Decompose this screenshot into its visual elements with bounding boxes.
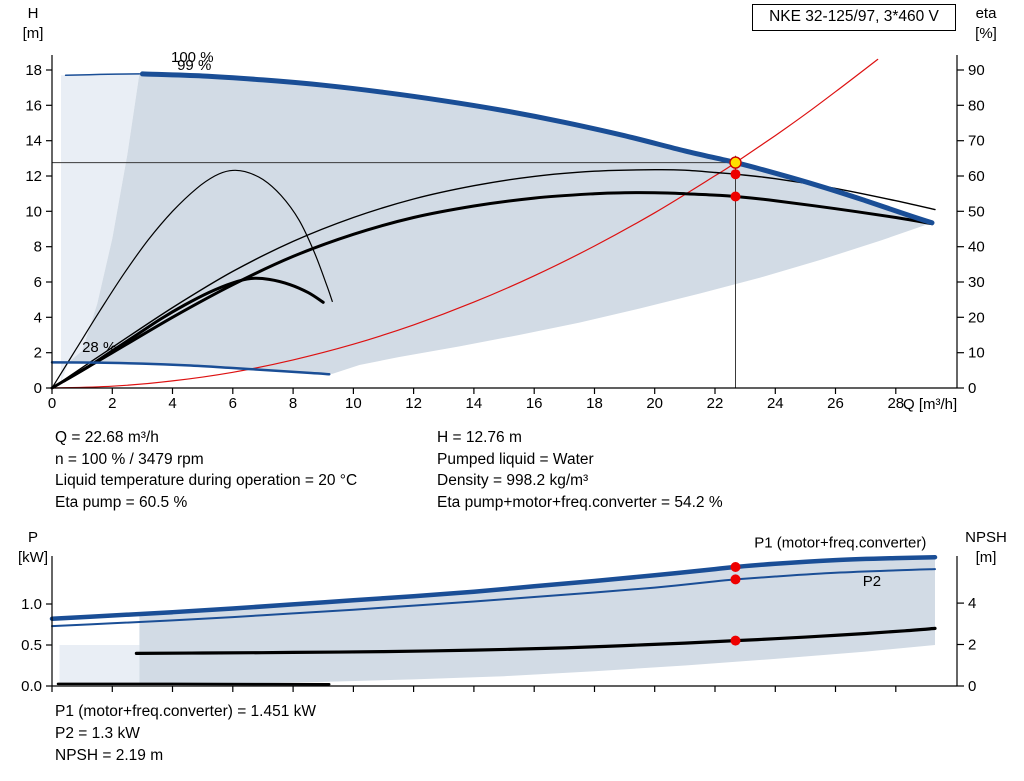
pump-model-title: NKE 32-125/97, 3*460 V bbox=[752, 4, 956, 31]
power-npsh-info: P1 (motor+freq.converter) = 1.451 kW P2 … bbox=[55, 701, 316, 767]
info-eta-pump: Eta pump = 60.5 % bbox=[55, 493, 188, 511]
info-eta-total: Eta pump+motor+freq.converter = 54.2 % bbox=[437, 493, 723, 511]
y-tick-label-right: 0 bbox=[968, 380, 976, 397]
x-tick-label: 6 bbox=[229, 395, 237, 412]
info-flow: Q = 22.68 m³/h bbox=[55, 429, 159, 446]
y-tick-label-right: 2 bbox=[968, 637, 976, 654]
power-low-speed-region bbox=[59, 645, 140, 685]
p2-curve-label: P2 bbox=[863, 573, 881, 590]
y_right-axis-unit: [m] bbox=[976, 549, 997, 566]
y-tick-label-right: 40 bbox=[968, 239, 985, 256]
y-tick-label-left: 2 bbox=[34, 345, 42, 362]
system-curve bbox=[51, 58, 879, 389]
y-tick-label-right: 0 bbox=[968, 678, 976, 695]
x-tick-label: 28 bbox=[887, 395, 904, 412]
info-density: Density = 998.2 kg/m³ bbox=[437, 472, 589, 489]
info-p1: P1 (motor+freq.converter) = 1.451 kW bbox=[55, 703, 317, 720]
y_right-axis-unit: [%] bbox=[975, 25, 997, 42]
y-tick-label-left: 14 bbox=[25, 133, 42, 150]
x-tick-label: 0 bbox=[48, 395, 56, 412]
power-operating-envelope bbox=[139, 557, 935, 685]
x-tick-label: 22 bbox=[707, 395, 724, 412]
y-tick-label-left: 18 bbox=[25, 62, 42, 79]
y_left-axis-title: P bbox=[28, 529, 38, 546]
speed-label-28: 28 % bbox=[82, 339, 116, 356]
x-tick-label: 14 bbox=[466, 395, 483, 412]
x-tick-label: 24 bbox=[767, 395, 784, 412]
power-npsh-chart: 0.0 0.5 1.0 0 2 4 P [kW] NPSH [m] P1 (motor+freq.c… bbox=[18, 529, 1007, 695]
y_left-axis-unit: [kW] bbox=[18, 549, 48, 566]
y-tick-label-right: 4 bbox=[968, 595, 976, 612]
y-tick-label-left: 16 bbox=[25, 97, 42, 114]
duty-info-left-column: Q = 22.68 m³/h n = 100 % / 3479 rpm Liqu… bbox=[55, 427, 437, 513]
x-tick-label: 12 bbox=[405, 395, 422, 412]
eta-total-point bbox=[730, 191, 741, 202]
speed-label-99: 99 % bbox=[177, 57, 211, 74]
low-speed-region bbox=[61, 73, 140, 383]
eta-total-curve bbox=[50, 191, 934, 390]
p1-curve bbox=[49, 554, 938, 621]
eta-pump-point bbox=[730, 169, 741, 180]
y-tick-label-right: 70 bbox=[968, 133, 985, 150]
eta-reduced-speed-curve bbox=[51, 169, 333, 389]
y-tick-label-right: 10 bbox=[968, 345, 985, 362]
info-head: H = 12.76 m bbox=[437, 429, 522, 446]
x-tick-label: 2 bbox=[108, 395, 116, 412]
head-curve-100pct bbox=[139, 71, 935, 226]
x-tick-label: 8 bbox=[289, 395, 297, 412]
info-speed: n = 100 % / 3479 rpm bbox=[55, 450, 204, 468]
y-tick-label-right: 80 bbox=[968, 97, 985, 114]
p2-curve bbox=[51, 568, 936, 628]
x-axis-title: Q [m³/h] bbox=[903, 396, 957, 413]
y-tick-label-left: 12 bbox=[25, 168, 42, 185]
y-tick-label-right: 90 bbox=[968, 62, 985, 79]
eta-total-reduced-speed-curve bbox=[62, 276, 325, 383]
duty-point-info: Q = 22.68 m³/h n = 100 % / 3479 rpm Liqu… bbox=[55, 427, 723, 513]
duty-point bbox=[729, 156, 742, 169]
info-p2: P2 = 1.3 kW bbox=[55, 725, 140, 742]
x-tick-label: 20 bbox=[646, 395, 663, 412]
y-tick-label-left: 1.0 bbox=[21, 596, 42, 613]
info-npsh: NPSH = 2.19 m bbox=[55, 747, 164, 764]
y_left-axis-unit: [m] bbox=[23, 25, 44, 42]
head-curve-28pct bbox=[50, 361, 331, 376]
y-tick-label-right: 50 bbox=[968, 203, 985, 220]
p1-point bbox=[730, 562, 741, 572]
duty-info-right-column: H = 12.76 m Pumped liquid = Water Densit… bbox=[437, 427, 723, 513]
y-tick-label-left: 8 bbox=[34, 239, 42, 256]
y_left-axis-title: H bbox=[28, 5, 39, 22]
y-tick-label-left: 0.0 bbox=[21, 678, 42, 695]
eta-pump-curve bbox=[51, 168, 936, 389]
y-tick-label-right: 60 bbox=[968, 168, 985, 185]
y-tick-label-left: 0.5 bbox=[21, 637, 42, 654]
x-tick-label: 26 bbox=[827, 395, 844, 412]
npsh-point bbox=[730, 635, 741, 646]
y-tick-label-left: 6 bbox=[34, 274, 42, 291]
x-tick-label: 18 bbox=[586, 395, 603, 412]
x-tick-label: 4 bbox=[168, 395, 176, 412]
envelope-top-edge bbox=[64, 73, 141, 77]
info-liquid-temperature: Liquid temperature during operation = 20… bbox=[55, 472, 358, 489]
info-pumped-liquid: Pumped liquid = Water bbox=[437, 450, 594, 468]
p1-curve-label: P1 (motor+freq.converter) bbox=[754, 534, 926, 551]
speed-label-100: 100 % bbox=[171, 49, 214, 66]
x-tick-label: 10 bbox=[345, 395, 362, 412]
y-tick-label-right: 30 bbox=[968, 274, 985, 291]
y-tick-label-left: 10 bbox=[25, 203, 42, 220]
p2-point bbox=[730, 574, 741, 585]
y-tick-label-left: 4 bbox=[34, 309, 42, 326]
y-tick-label-left: 0 bbox=[34, 380, 42, 397]
npsh-curve bbox=[134, 626, 937, 655]
y_right-axis-title: eta bbox=[976, 5, 998, 22]
y_right-axis-title: NPSH bbox=[965, 529, 1007, 546]
operating-envelope bbox=[68, 73, 933, 374]
y-tick-label-right: 20 bbox=[968, 309, 985, 326]
x-tick-label: 16 bbox=[526, 395, 543, 412]
